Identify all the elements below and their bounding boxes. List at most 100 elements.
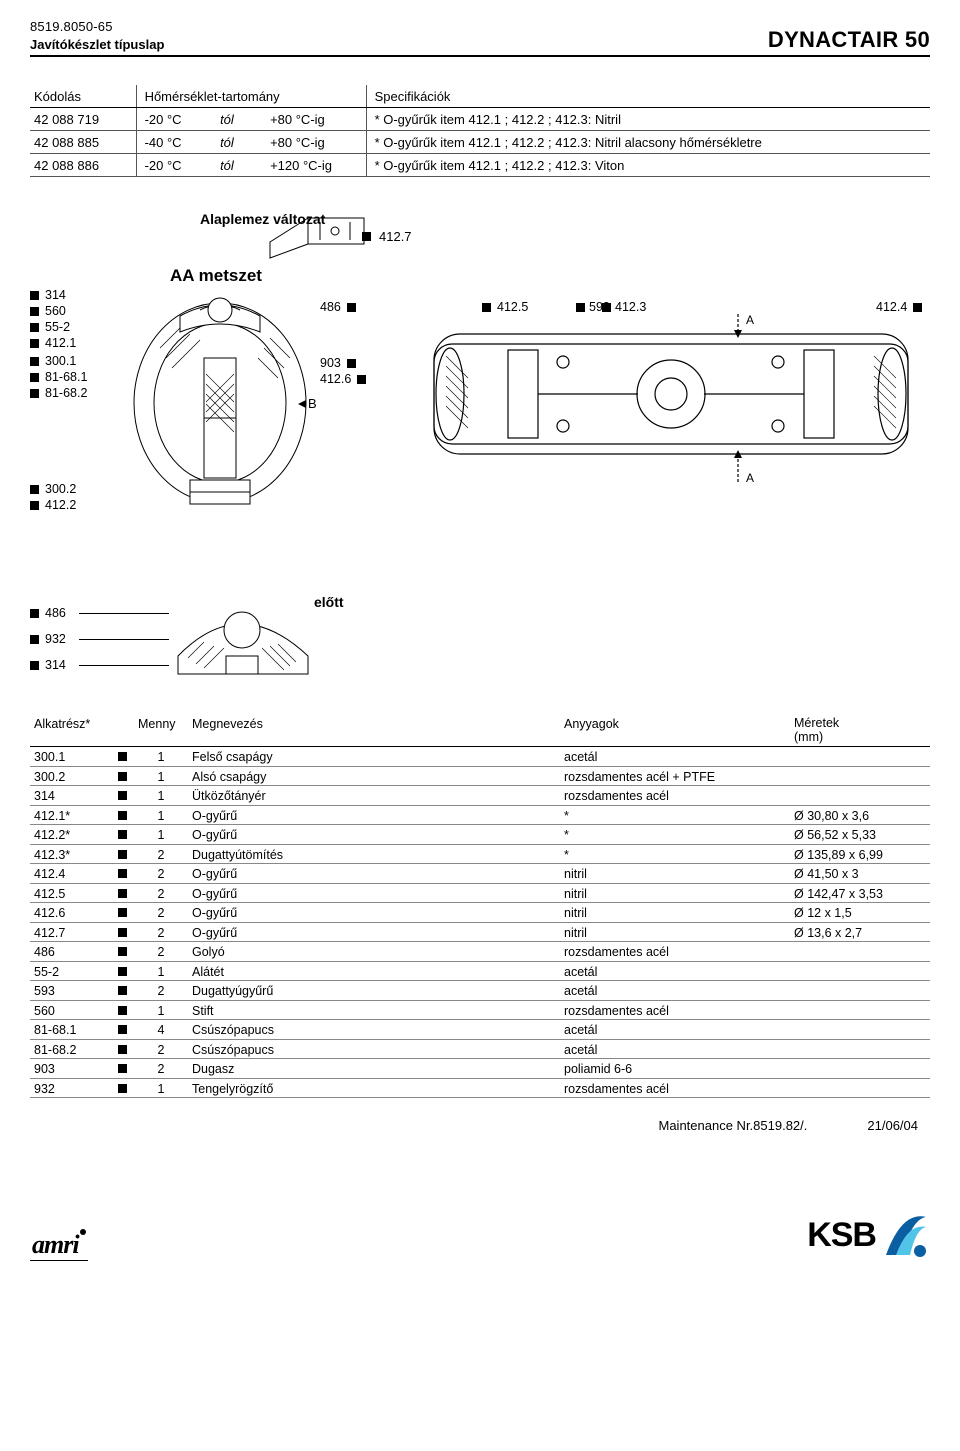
- parts-row: 9321Tengelyrögzítőrozsdamentes acél: [30, 1078, 930, 1098]
- bullet-icon: [30, 609, 39, 618]
- part-bullet: [110, 981, 134, 1001]
- part-dim: [790, 1020, 930, 1040]
- parts-row: 4862Golyórozsdamentes acél: [30, 942, 930, 962]
- col-name: Megnevezés: [188, 714, 560, 747]
- part-dim: [790, 1059, 930, 1079]
- part-no: 300.1: [30, 747, 110, 767]
- col-code: Kódolás: [30, 85, 136, 108]
- part-name: O-gyűrű: [188, 805, 560, 825]
- part-bullet: [110, 766, 134, 786]
- callout-label: 81-68.2: [30, 386, 87, 400]
- parts-row: 5601Stiftrozsdamentes acél: [30, 1000, 930, 1020]
- part-name: O-gyűrű: [188, 922, 560, 942]
- parts-row: 412.1*1O-gyűrű*Ø 30,80 x 3,6: [30, 805, 930, 825]
- part-no: 412.3*: [30, 844, 110, 864]
- part-name: Dugattyútömítés: [188, 844, 560, 864]
- part-material: rozsdamentes acél + PTFE: [560, 766, 790, 786]
- part-qty: 1: [134, 1000, 188, 1020]
- plate-diagram: [260, 212, 930, 262]
- part-qty: 2: [134, 903, 188, 923]
- bullet-icon: [30, 373, 39, 382]
- parts-row: 81-68.14Csúszópapucsacetál: [30, 1020, 930, 1040]
- bullet-icon: [357, 375, 366, 384]
- svg-text:A: A: [746, 471, 754, 485]
- col-dim: Méretek (mm): [790, 714, 930, 747]
- part-material: rozsdamentes acél: [560, 942, 790, 962]
- part-dim: [790, 961, 930, 981]
- parts-row: 593 2Dugattyúgyűrűacetál: [30, 981, 930, 1001]
- part-no: 412.7: [30, 922, 110, 942]
- callout-label: 412.2: [30, 498, 76, 512]
- part-qty: 1: [134, 961, 188, 981]
- bullet-icon: [30, 485, 39, 494]
- ksb-text: KSB: [807, 1216, 876, 1255]
- part-name: Dugattyúgyűrű: [188, 981, 560, 1001]
- part-no: 314: [30, 786, 110, 806]
- maintenance-date: 21/06/04: [867, 1118, 918, 1133]
- bullet-icon: [347, 359, 356, 368]
- part-qty: 1: [134, 747, 188, 767]
- part-name: Alátét: [188, 961, 560, 981]
- part-qty: 1: [134, 786, 188, 806]
- product-title: DYNACTAIR 50: [768, 27, 930, 53]
- bullet-icon: [30, 291, 39, 300]
- bullet-icon: [30, 661, 39, 670]
- bullet-icon: [347, 303, 356, 312]
- parts-row: 412.62O-gyűrűnitrilØ 12 x 1,5: [30, 903, 930, 923]
- cross-section-diagram: B: [120, 288, 330, 541]
- variant2-suffix: előtt: [314, 594, 344, 610]
- part-dim: Ø 12 x 1,5: [790, 903, 930, 923]
- bullet-icon: [30, 323, 39, 332]
- parts-row: 55-21Alátétacetál: [30, 961, 930, 981]
- part-bullet: [110, 825, 134, 845]
- parts-row: 81-68.22Csúszópapucsacetál: [30, 1039, 930, 1059]
- variant2-diagram: [168, 586, 318, 689]
- part-material: acetál: [560, 981, 790, 1001]
- doc-number: 8519.8050-65: [30, 18, 164, 36]
- spec-table: Kódolás Hőmérséklet-tartomány Specifikác…: [30, 85, 930, 177]
- part-bullet: [110, 1039, 134, 1059]
- part-name: Golyó: [188, 942, 560, 962]
- part-qty: 2: [134, 864, 188, 884]
- part-qty: 2: [134, 981, 188, 1001]
- part-dim: [790, 786, 930, 806]
- part-qty: 4: [134, 1020, 188, 1040]
- callout-label: 560: [30, 304, 66, 318]
- part-no: 412.1*: [30, 805, 110, 825]
- spec-row: 42 088 886-20 °Ctól+120 °C-ig* O-gyűrűk …: [30, 154, 930, 177]
- part-no: 300.2: [30, 766, 110, 786]
- part-name: O-gyűrű: [188, 864, 560, 884]
- part-material: acetál: [560, 1039, 790, 1059]
- part-no: 593: [30, 981, 110, 1001]
- part-bullet: [110, 1078, 134, 1098]
- parts-row: 412.42O-gyűrűnitrilØ 41,50 x 3: [30, 864, 930, 884]
- part-bullet: [110, 786, 134, 806]
- part-material: rozsdamentes acél: [560, 1000, 790, 1020]
- bullet-icon: [30, 389, 39, 398]
- part-bullet: [110, 961, 134, 981]
- part-dim: Ø 13,6 x 2,7: [790, 922, 930, 942]
- parts-row: 412.72O-gyűrűnitrilØ 13,6 x 2,7: [30, 922, 930, 942]
- col-part: Alkatrész*: [30, 714, 110, 747]
- spec-mid: tól: [216, 131, 266, 154]
- part-no: 55-2: [30, 961, 110, 981]
- part-no: 81-68.2: [30, 1039, 110, 1059]
- part-qty: 2: [134, 1039, 188, 1059]
- maintenance-label: Maintenance Nr.8519.82/.: [659, 1118, 808, 1133]
- part-dim: Ø 135,89 x 6,99: [790, 844, 930, 864]
- part-qty: 2: [134, 942, 188, 962]
- part-dim: Ø 56,52 x 5,33: [790, 825, 930, 845]
- part-name: O-gyűrű: [188, 825, 560, 845]
- callout-label: 300.1: [30, 354, 76, 368]
- part-dim: [790, 981, 930, 1001]
- part-no: 412.4: [30, 864, 110, 884]
- spec-to: +80 °C-ig: [266, 131, 366, 154]
- part-dim: [790, 1000, 930, 1020]
- callout-label: 486: [30, 606, 169, 620]
- part-qty: 1: [134, 825, 188, 845]
- part-bullet: [110, 864, 134, 884]
- main-diagram-area: 31456055-2412.1300.181-68.181-68.2 300.2…: [30, 294, 930, 634]
- part-qty: 1: [134, 1078, 188, 1098]
- aa-section-title: AA metszet: [170, 266, 930, 286]
- bullet-icon: [30, 357, 39, 366]
